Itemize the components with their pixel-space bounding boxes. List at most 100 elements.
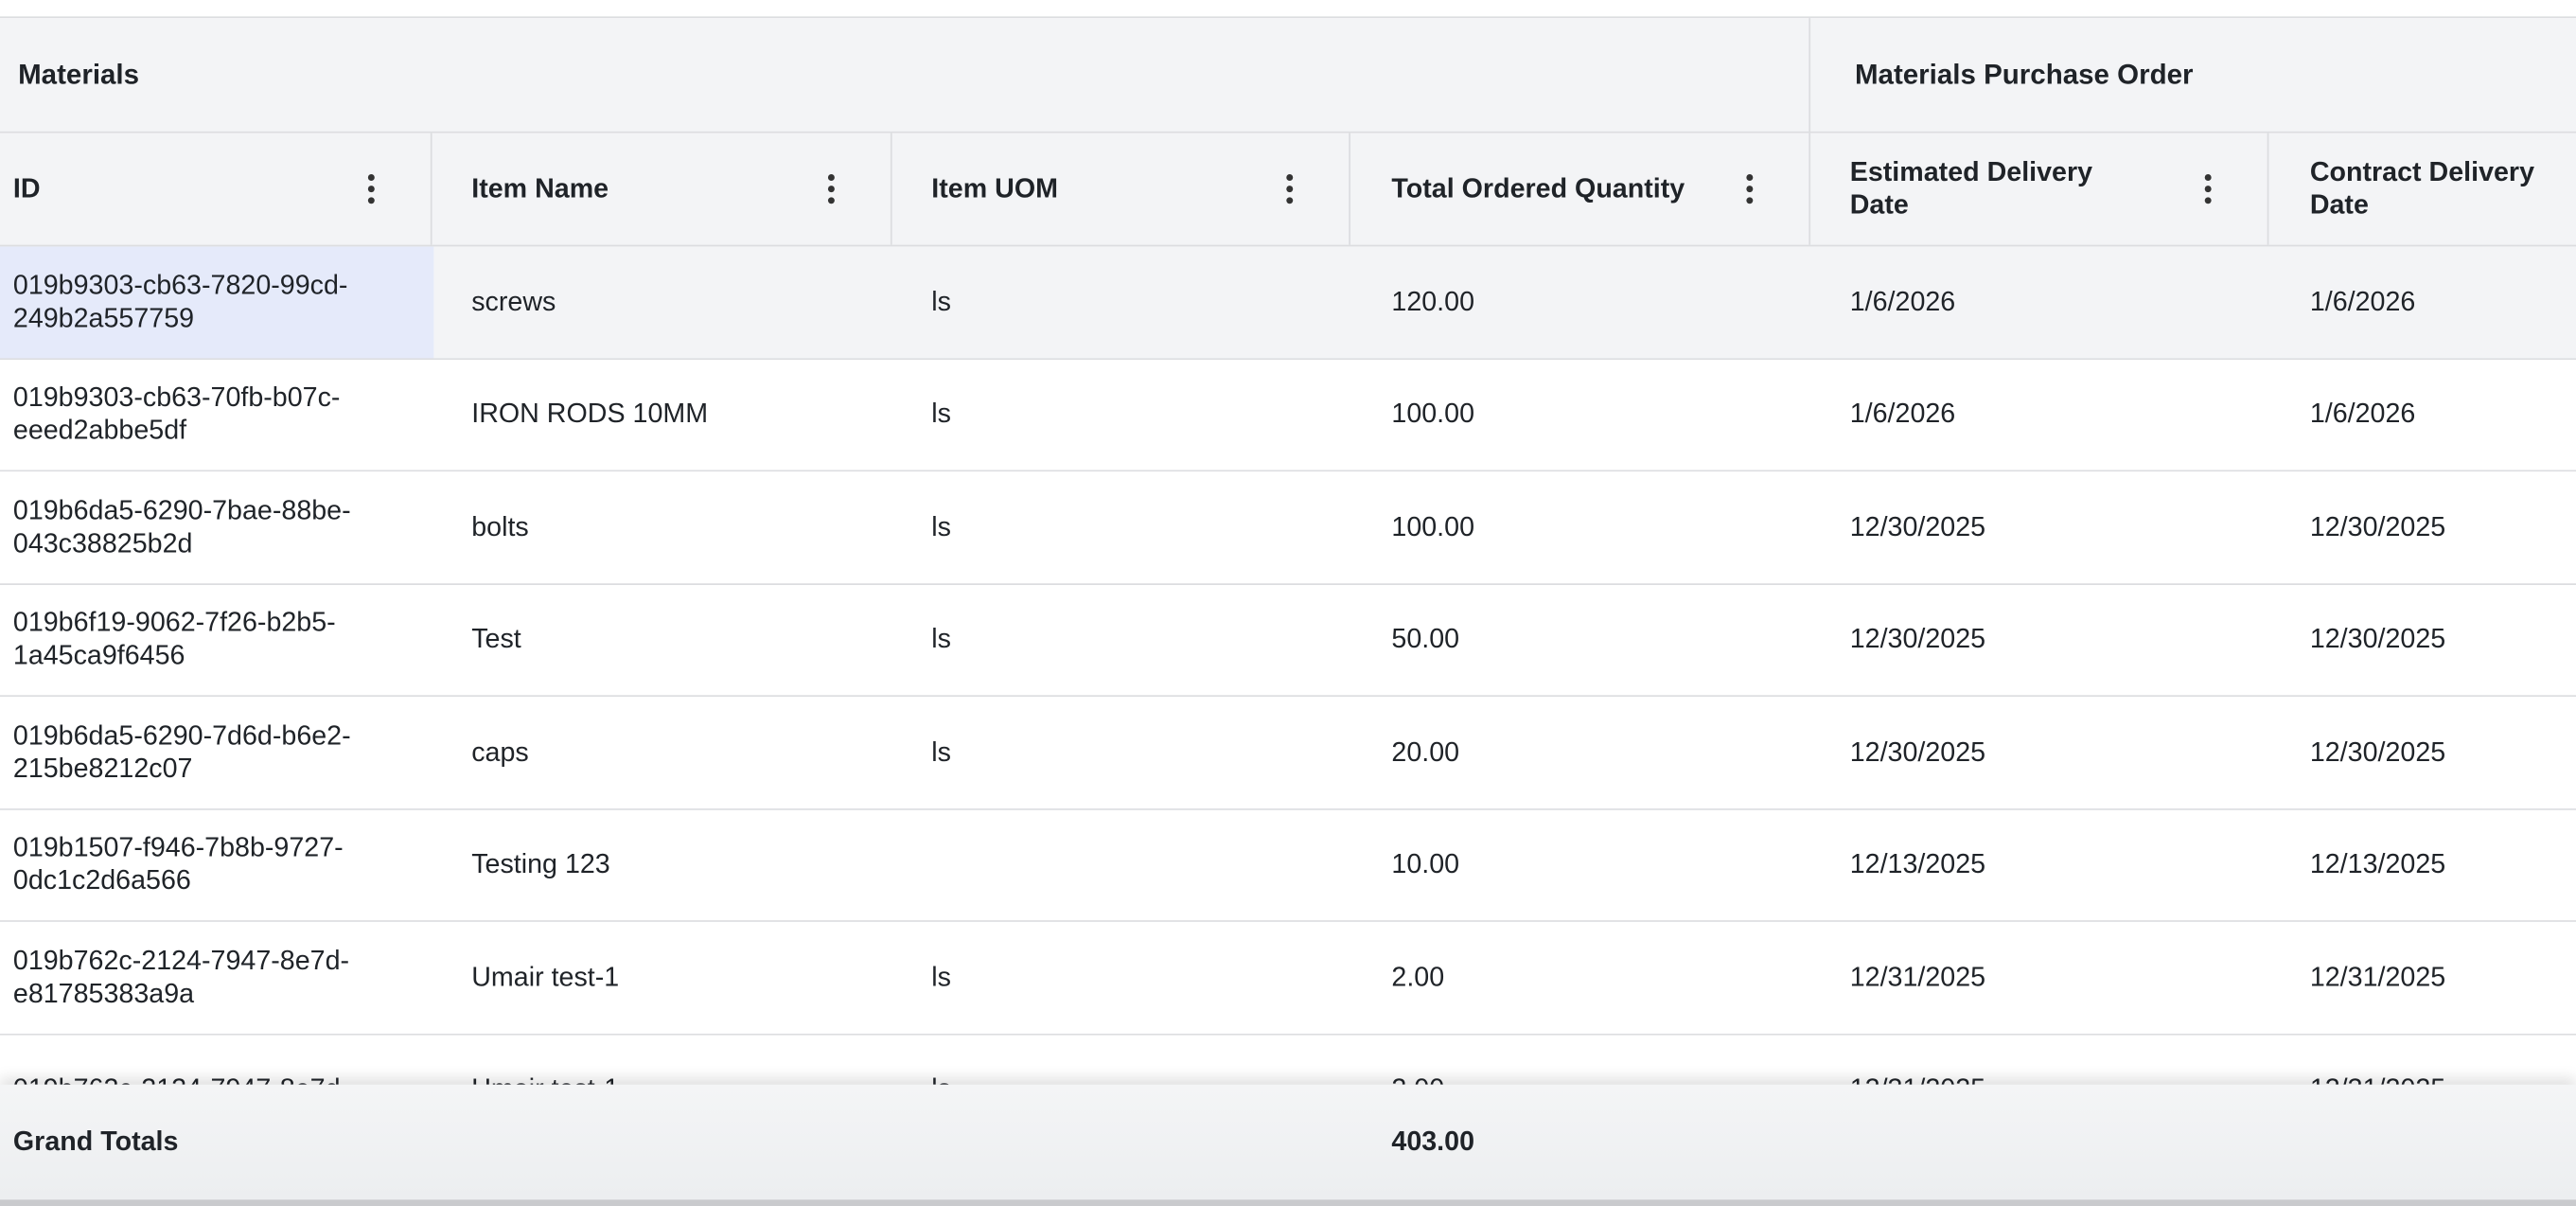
cell: 10.00 <box>1350 809 1810 920</box>
cell: 019b9303-cb63-70fb-b07c-eeed2abbe5df <box>0 359 432 470</box>
cell: 20.00 <box>1350 697 1810 807</box>
table-row[interactable]: 019b6da5-6290-7d6d-b6e2-215be8212c07 caps… <box>0 697 2576 809</box>
cell-text: 1/6/2026 <box>2309 399 2416 430</box>
cell-text: Umair test-1 <box>471 1073 833 1085</box>
column-title: Total Ordered Quantity <box>1391 174 1685 204</box>
cell: 50.00 <box>1350 584 1810 695</box>
cell: 12/13/2025 <box>1810 809 2268 920</box>
selected-cell <box>0 246 434 358</box>
cell-text: 10.00 <box>1391 849 1460 880</box>
cell-text: Umair test-1 <box>471 962 620 993</box>
cell: 12/30/2025 <box>2268 584 2576 695</box>
column-menu[interactable] <box>1286 174 1294 208</box>
top-edge <box>0 0 2576 19</box>
bottom-edge <box>0 1199 2576 1206</box>
grid-body: 019b9303-cb63-7820-99cd-249b2a557759 scre… <box>0 246 2576 1085</box>
column-header[interactable]: Contract Delivery Date <box>2268 133 2576 245</box>
column-title: ID <box>12 174 41 204</box>
cell-text: 12/31/2025 <box>1849 962 1986 993</box>
cell: 12/13/2025 <box>2268 809 2576 920</box>
cell-text: IRON RODS 10MM <box>471 399 709 430</box>
cell: 12/31/2025 <box>1810 1035 2268 1085</box>
cell: 12/30/2025 <box>1810 471 2268 582</box>
group-header: Materials <box>18 58 140 90</box>
table-row[interactable]: 019b762c-2124-7947-8e7d- Umair test-1 ls 2.… <box>0 1034 2576 1085</box>
cell-text: ls <box>931 962 952 993</box>
cell-text: 2.00 <box>1391 1073 1686 1085</box>
column-menu[interactable] <box>827 174 835 208</box>
cell: ls <box>892 359 1350 470</box>
column-header[interactable]: Item Name <box>432 133 892 245</box>
column-menu[interactable] <box>2204 174 2212 208</box>
column-header[interactable]: Total Ordered Quantity <box>1350 133 1811 245</box>
table-row[interactable]: 019b762c-2124-7947-8e7d-e81785383a9a Umai… <box>0 921 2576 1035</box>
table-row[interactable]: 019b9303-cb63-70fb-b07c-eeed2abbe5df IRON… <box>0 359 2576 472</box>
cell-text: screws <box>471 287 556 317</box>
cell-text: 2.00 <box>1391 962 1445 993</box>
cell: 1/6/2026 <box>1810 359 2268 470</box>
cell <box>892 809 1350 920</box>
table-row[interactable]: 019b6f19-9062-7f26-b2b5-1a45ca9f6456 Test… <box>0 584 2576 698</box>
cell: ls <box>892 584 1350 695</box>
cell-text: Testing 123 <box>471 849 610 880</box>
cell: bolts <box>432 471 892 582</box>
cell-text: 12/31/2025 <box>2309 962 2446 993</box>
group-header-row: Materials Materials Purchase Order <box>0 18 2576 133</box>
cell-text: 50.00 <box>1391 625 1460 655</box>
cell-text: bolts <box>471 512 529 542</box>
column-title: Contract Delivery Date <box>2309 157 2535 221</box>
cell-text: ls <box>931 737 952 768</box>
cell-text: 1/6/2026 <box>1849 399 1956 430</box>
cell-text: 019b762c-2124-7947-8e7d-e81785383a9a <box>12 946 350 1009</box>
cell: 019b6da5-6290-7d6d-b6e2-215be8212c07 <box>0 697 432 807</box>
cell: ls <box>892 471 1350 582</box>
column-title: Item Name <box>471 174 609 204</box>
cell: 12/31/2025 <box>2268 1035 2576 1085</box>
cell-text: 1/6/2026 <box>1849 287 1956 317</box>
cell-text: 120.00 <box>1391 287 1475 317</box>
cell-text: 12/13/2025 <box>2309 849 2446 880</box>
totals-label: Grand Totals <box>12 1126 179 1158</box>
cell: IRON RODS 10MM <box>432 359 892 470</box>
cell-text: 019b6da5-6290-7bae-88be-043c38825b2d <box>12 495 351 559</box>
cell: 12/30/2025 <box>2268 697 2576 807</box>
cell: caps <box>432 697 892 807</box>
cell: 100.00 <box>1350 359 1810 470</box>
cell-text: 12/30/2025 <box>1849 625 1986 655</box>
cell-text: ls <box>931 512 952 542</box>
cell-text: 1/6/2026 <box>2309 287 2416 317</box>
cell: 12/30/2025 <box>2268 471 2576 582</box>
cell: 019b762c-2124-7947-8e7d-e81785383a9a <box>0 922 432 1033</box>
cell: Test <box>432 584 892 695</box>
cell-text: 20.00 <box>1391 737 1460 768</box>
cell: 019b6f19-9062-7f26-b2b5-1a45ca9f6456 <box>0 584 432 695</box>
column-header[interactable]: Item UOM <box>892 133 1350 245</box>
cell-text: 100.00 <box>1391 399 1475 430</box>
cell-text: ls <box>931 625 952 655</box>
table-row[interactable]: 019b6da5-6290-7bae-88be-043c38825b2d bolt… <box>0 471 2576 585</box>
cell-text: 12/30/2025 <box>2309 512 2446 542</box>
cell-text: 12/30/2025 <box>1849 512 1986 542</box>
totals-value: 403.00 <box>1391 1126 1475 1158</box>
column-menu[interactable] <box>367 174 375 208</box>
table-row[interactable]: 019b1507-f946-7b8b-9727-0dc1c2d6a566 Test… <box>0 808 2576 922</box>
cell: ls <box>892 246 1350 357</box>
cell-text: Test <box>471 625 521 655</box>
column-title: Estimated Delivery Date <box>1849 157 2093 221</box>
cell: 2.00 <box>1350 922 1810 1033</box>
table-row[interactable]: 019b9303-cb63-7820-99cd-249b2a557759 scre… <box>0 246 2576 360</box>
cell: 12/30/2025 <box>1810 584 2268 695</box>
cell-text: 019b9303-cb63-7820-99cd-249b2a557759 <box>12 271 348 333</box>
column-menu[interactable] <box>1746 174 1754 208</box>
column-header[interactable]: Estimated Delivery Date <box>1810 133 2269 245</box>
cell: 019b6da5-6290-7bae-88be-043c38825b2d <box>0 471 432 582</box>
cell: 019b762c-2124-7947-8e7d- <box>0 1035 432 1085</box>
cell: ls <box>892 1035 1350 1085</box>
column-header[interactable]: ID <box>0 133 432 245</box>
cell-text: 019b762c-2124-7947-8e7d- <box>13 1073 399 1085</box>
cell-text: 12/30/2025 <box>2309 737 2446 768</box>
divider <box>1808 18 1811 133</box>
cell: 120.00 <box>1350 246 1810 357</box>
cell: 100.00 <box>1350 471 1810 582</box>
